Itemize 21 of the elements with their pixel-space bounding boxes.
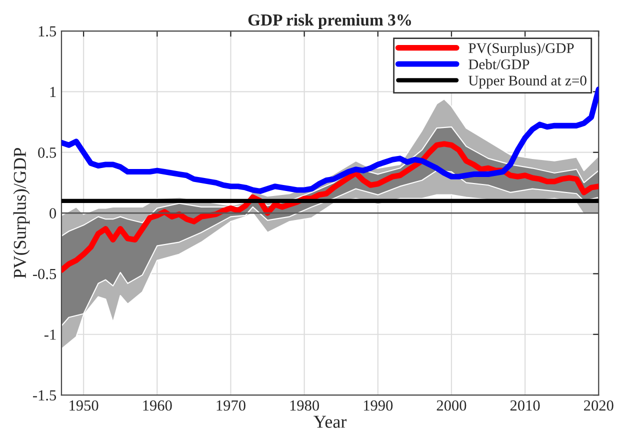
- x-tick-label: 2010: [510, 400, 540, 411]
- y-tick-label: -0.5: [33, 268, 56, 280]
- chart-title: GDP risk premium 3%: [248, 14, 411, 30]
- y-tick-label: 1.5: [38, 26, 56, 37]
- y-tick-label: 0: [50, 208, 56, 218]
- x-axis-title: Year: [314, 416, 347, 428]
- x-tick-label: 1970: [216, 400, 246, 411]
- legend-label: PV(Surplus)/GDP: [468, 42, 574, 56]
- x-tick-label: 1980: [290, 400, 319, 411]
- legend-label: Upper Bound at z=0: [468, 75, 586, 88]
- y-tick-label: -1: [44, 330, 56, 340]
- y-tick-label: 1: [50, 86, 56, 97]
- x-tick-label: 2000: [436, 400, 466, 411]
- y-tick-label: -1.5: [33, 390, 56, 401]
- legend-label: Debt/GDP: [468, 59, 530, 70]
- x-tick-label: 1950: [70, 400, 98, 411]
- x-tick-label: 1960: [143, 400, 172, 411]
- x-tick-label: 1990: [364, 400, 393, 411]
- x-tick-label: 2020: [584, 400, 614, 411]
- y-tick-label: 0.5: [38, 148, 56, 158]
- y-axis-title: PV(Surplus)/GDP: [13, 148, 30, 278]
